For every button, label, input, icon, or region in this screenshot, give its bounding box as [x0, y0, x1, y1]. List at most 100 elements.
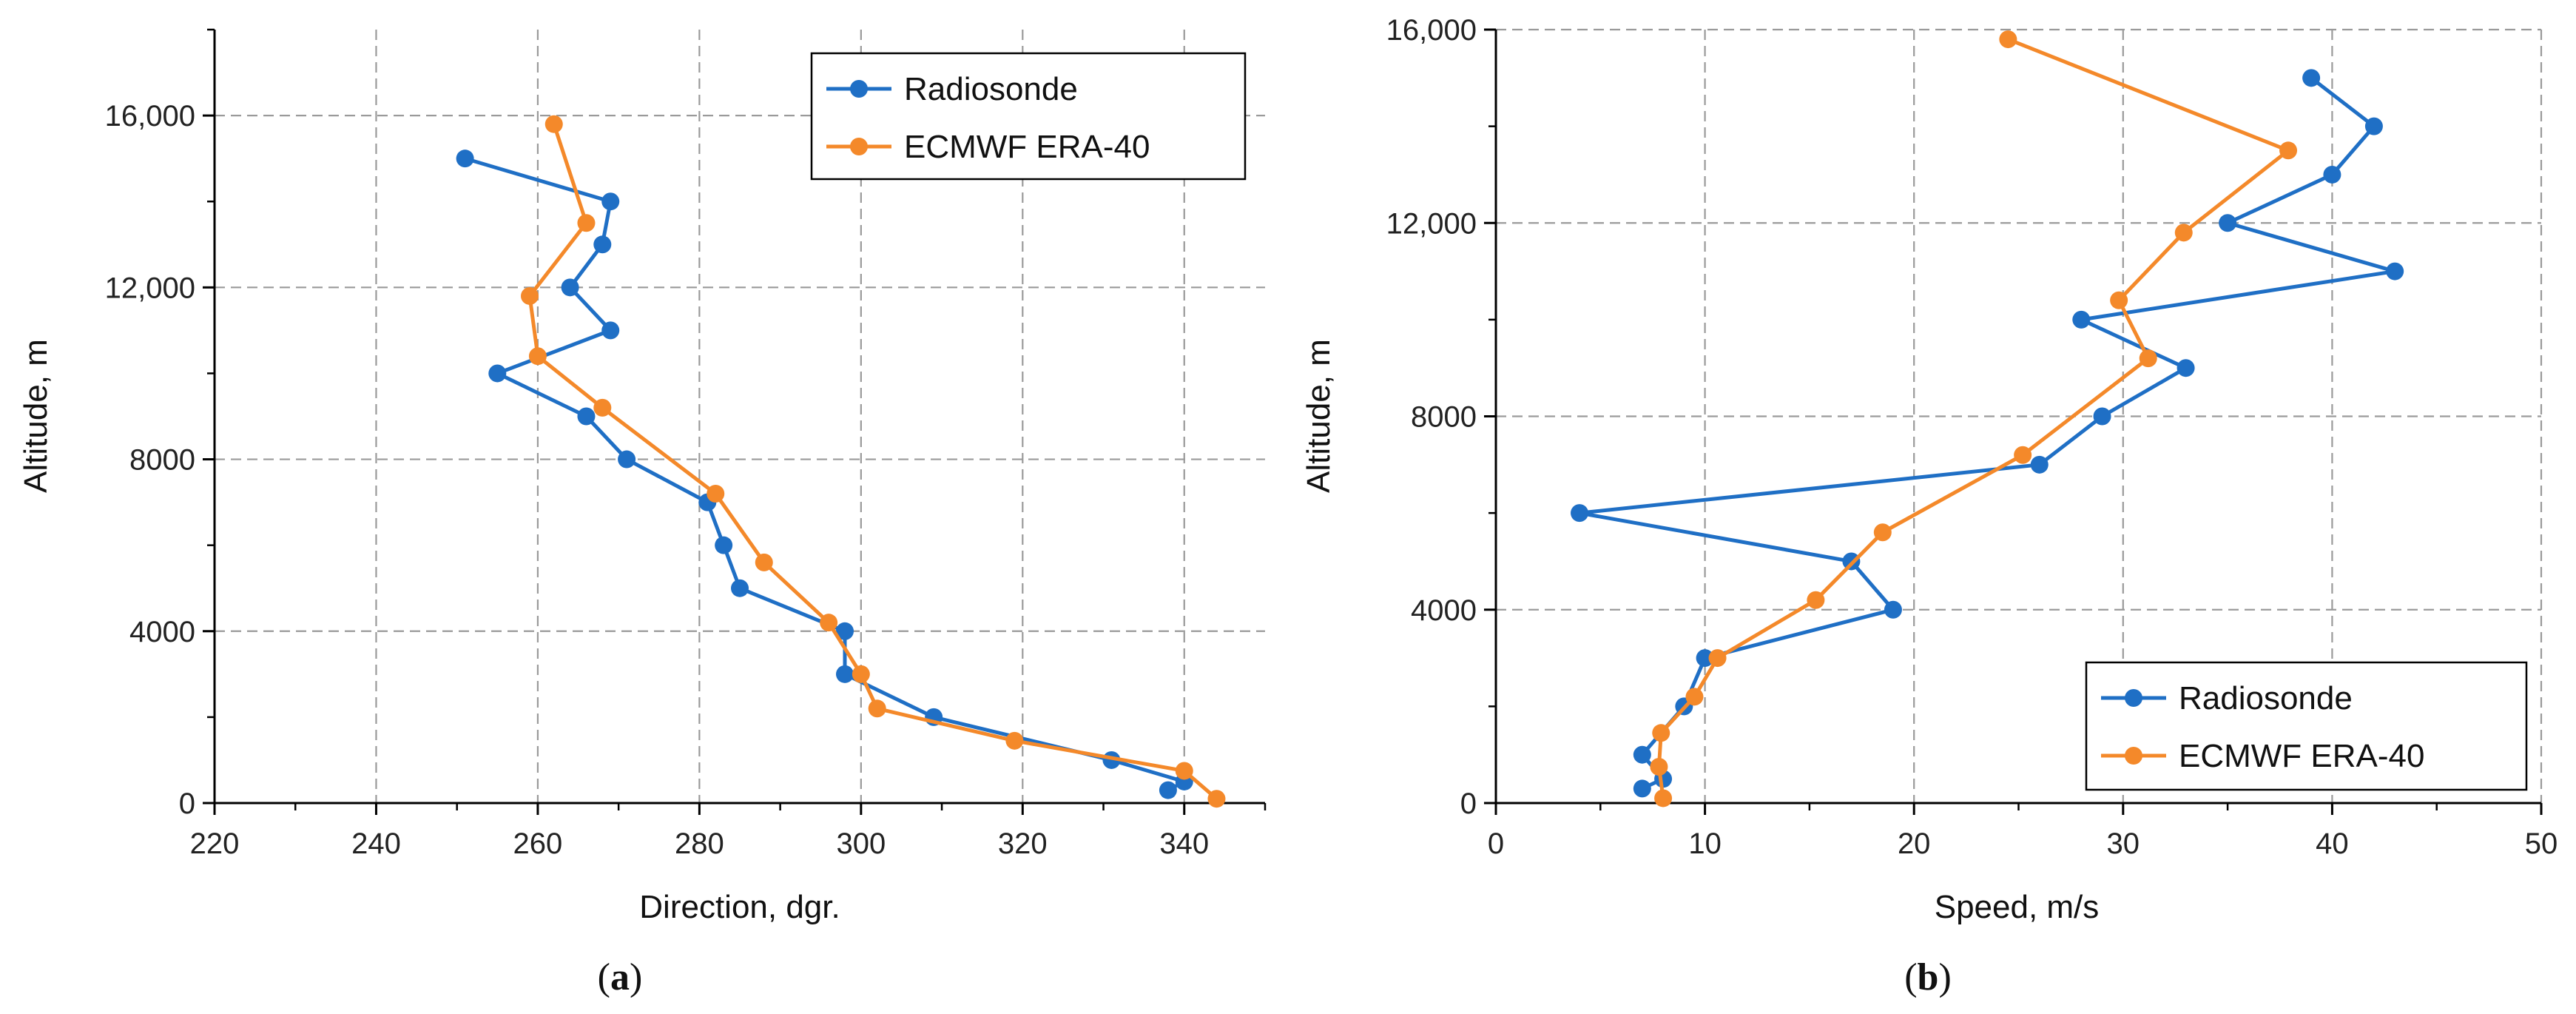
- panel-a-series-ecmwf-point-11: [577, 214, 596, 232]
- panel-a-series-ecmwf-point-9: [528, 347, 547, 366]
- panel-b-series-radiosonde: [1571, 69, 2404, 798]
- panel-b-series-ecmwf-point-12: [1999, 30, 2017, 49]
- panel-a-series-ecmwf-point-7: [707, 485, 725, 503]
- panel-a-series-radiosonde-point-10: [577, 407, 596, 426]
- panel-a-series-ecmwf: [521, 115, 1226, 808]
- panel-b-series-radiosonde-point-15: [2364, 117, 2383, 135]
- panel-a-ytick-label-0: 0: [179, 788, 195, 820]
- panel-b-legend-box: [2085, 661, 2528, 791]
- panel-b-ytick-label-4000: 4000: [1411, 594, 1477, 627]
- panel-a-series-radiosonde-point-16: [456, 150, 474, 168]
- panel-b-xtick-label-30: 30: [2107, 827, 2140, 860]
- panel-a-series-radiosonde-line: [464, 156, 1187, 792]
- panel-b-x-axis-title: Speed, m/s: [1935, 889, 2100, 925]
- panel-a-series-ecmwf-point-2: [1005, 731, 1024, 750]
- panel-b-series-ecmwf-point-7: [2014, 446, 2032, 464]
- panel-b-legend-label-ecmwf: ECMWF ERA-40: [2179, 738, 2424, 774]
- panel-a-series-ecmwf-point-0: [1207, 790, 1226, 808]
- panel-a-series-radiosonde-point-12: [601, 321, 620, 340]
- panel-b-series-radiosonde-point-14: [2323, 165, 2341, 184]
- panel-a-series-ecmwf-point-1: [1175, 762, 1193, 780]
- panel-a-xtick-label-340: 340: [1159, 827, 1209, 860]
- panel-a-xtick-label-300: 300: [836, 827, 886, 860]
- panel-a-series-ecmwf-point-5: [820, 614, 838, 632]
- panel-b-ytick-label-0: 0: [1460, 788, 1477, 820]
- panel-b-series-ecmwf-point-2: [1652, 724, 1670, 742]
- panel-b-series-ecmwf-point-0: [1654, 789, 1673, 807]
- panel-a-series-radiosonde-point-15: [601, 192, 620, 211]
- panel-b-y-axis-title: Altitude, m: [1301, 339, 1337, 493]
- panel-a-y-axis-title: Altitude, m: [18, 339, 54, 493]
- panel-b-series-radiosonde-point-0: [1633, 779, 1651, 798]
- panel-b-series-radiosonde-point-4: [1696, 649, 1714, 668]
- panel-b-xtick-label-50: 50: [2525, 827, 2558, 860]
- panel-a-series-radiosonde-point-6: [731, 579, 749, 597]
- panel-a: 220 240 260 280 300 320 340 0 4000 8000 12,000 16,0…: [18, 28, 1267, 998]
- panel-b-series-radiosonde-point-10: [2177, 359, 2195, 377]
- panel-a-ytick-label-12000: 12,000: [105, 272, 195, 304]
- panel-b-ytick-label-16000: 16,000: [1386, 14, 1477, 47]
- panel-b-label-close: ): [1938, 956, 1951, 998]
- panel-b-xtick-label-0: 0: [1488, 827, 1504, 860]
- panel-b-xtick-label-40: 40: [2316, 827, 2349, 860]
- panel-b-series-ecmwf-point-8: [2139, 349, 2157, 368]
- panel-a-label: (a): [598, 956, 643, 998]
- panel-b-series-ecmwf-point-3: [1685, 688, 1704, 706]
- panel-b-series-ecmwf-point-5: [1807, 591, 1825, 609]
- panel-a-series-radiosonde-point-11: [488, 364, 507, 383]
- panel-a-legend-label-ecmwf: ECMWF ERA-40: [904, 129, 1150, 165]
- panel-b-ytick-label-8000: 8000: [1411, 401, 1477, 434]
- panel-b-label-open: (: [1904, 956, 1917, 998]
- panel-b-series-radiosonde-point-2: [1633, 745, 1651, 764]
- panel-a-series-ecmwf-point-4: [852, 665, 870, 683]
- panel-b-series-ecmwf-point-4: [1708, 649, 1727, 668]
- panel-b-series-radiosonde-point-8: [2030, 455, 2049, 474]
- panel-b-legend-label-radiosonde: Radiosonde: [2179, 680, 2353, 716]
- panel-b-series-radiosonde-point-9: [2093, 407, 2111, 426]
- panel-b-series-ecmwf-point-1: [1650, 758, 1668, 776]
- panel-a-series-ecmwf-point-3: [868, 699, 886, 718]
- panel-b-legend-marker-ecmwf: [2125, 747, 2142, 765]
- panel-a-legend-label-radiosonde: Radiosonde: [904, 71, 1078, 107]
- panel-a-ytick-label-4000: 4000: [129, 616, 195, 648]
- panel-b-xtick-label-20: 20: [1898, 827, 1931, 860]
- panel-b-ytick-label-12000: 12,000: [1386, 207, 1477, 240]
- panel-a-series-radiosonde: [456, 150, 1193, 799]
- panel-a-series-ecmwf-point-6: [755, 553, 773, 571]
- panel-b-legend-marker-radiosonde: [2125, 689, 2142, 707]
- panel-a-label-open: (: [598, 956, 610, 998]
- panel-a-xtick-label-240: 240: [351, 827, 401, 860]
- panel-a-legend-marker-ecmwf: [850, 138, 868, 155]
- panel-a-series-radiosonde-point-14: [593, 235, 612, 254]
- panel-a-series-ecmwf-point-8: [593, 398, 612, 417]
- panel-b-series-radiosonde-point-7: [1571, 504, 1589, 523]
- panel-a-legend: Radiosonde ECMWF ERA-40: [810, 52, 1247, 181]
- panel-a-label-letter: a: [610, 956, 630, 998]
- panel-a-legend-box: [810, 52, 1247, 181]
- panel-b-xtick-label-10: 10: [1688, 827, 1722, 860]
- panel-b-label: (b): [1904, 956, 1952, 998]
- panel-b-series-ecmwf-point-10: [2174, 224, 2193, 242]
- panel-b-series-ecmwf-point-6: [1873, 523, 1892, 542]
- panel-a-series-radiosonde-point-9: [618, 450, 636, 469]
- panel-a-series-radiosonde-point-4: [836, 665, 854, 683]
- panel-a-ytick-label-16000: 16,000: [105, 100, 195, 132]
- panel-b: 0 10 20 30 40 50 0 4000 8000 12,000 16,000 Speed, m…: [1301, 14, 2558, 998]
- panel-b-series-radiosonde-point-11: [2072, 310, 2091, 329]
- panel-b-series-radiosonde-point-12: [2386, 262, 2404, 281]
- panel-a-xtick-label-260: 260: [513, 827, 563, 860]
- panel-a-xtick-label-280: 280: [675, 827, 724, 860]
- panel-b-label-letter: b: [1918, 956, 1939, 998]
- panel-a-series-ecmwf-point-10: [521, 286, 539, 305]
- panel-a-series-radiosonde-point-13: [561, 278, 579, 297]
- panel-b-series-ecmwf-point-11: [2279, 141, 2298, 160]
- panel-a-xtick-label-320: 320: [998, 827, 1048, 860]
- panel-b-series-radiosonde-point-13: [2219, 214, 2237, 232]
- panel-a-xtick-label-220: 220: [190, 827, 240, 860]
- panel-b-series-ecmwf-point-9: [2110, 291, 2128, 309]
- panel-a-series-radiosonde-point-5: [836, 622, 854, 640]
- panel-a-ytick-label-8000: 8000: [129, 444, 195, 477]
- panel-a-label-close: ): [630, 956, 642, 998]
- panel-a-series-radiosonde-point-7: [715, 536, 733, 554]
